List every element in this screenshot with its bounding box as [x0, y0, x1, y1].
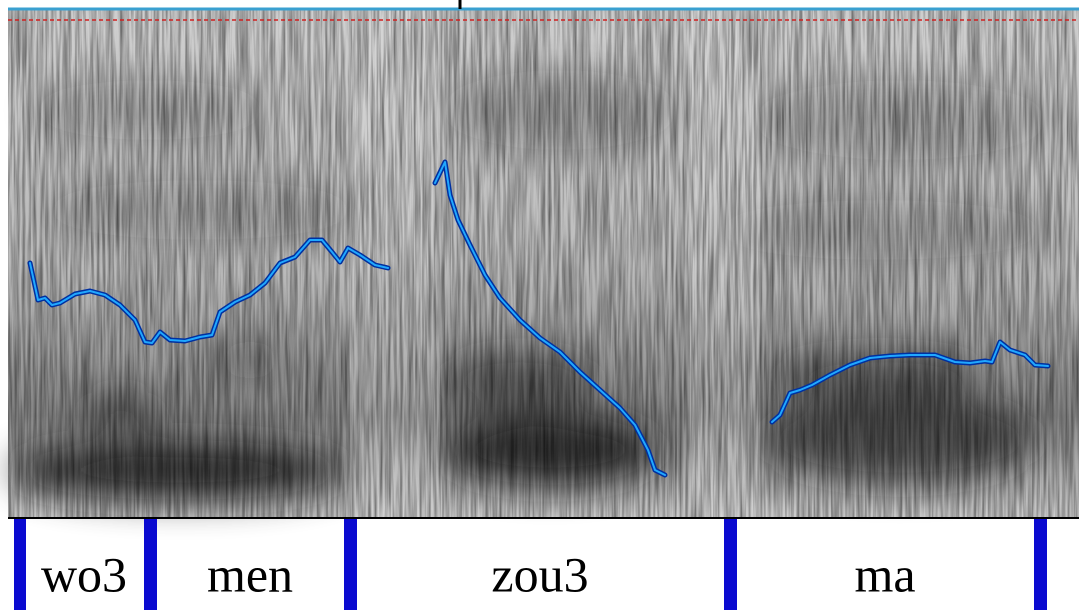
interval-label[interactable]: zou3: [491, 546, 588, 602]
boundaries: [14, 519, 1047, 610]
interval-label[interactable]: wo3: [41, 546, 127, 602]
spectrogram: [8, 8, 1079, 518]
interval-label[interactable]: men: [207, 546, 293, 602]
pitch-contour: [27, 159, 1051, 478]
interval-label[interactable]: ma: [854, 546, 915, 602]
